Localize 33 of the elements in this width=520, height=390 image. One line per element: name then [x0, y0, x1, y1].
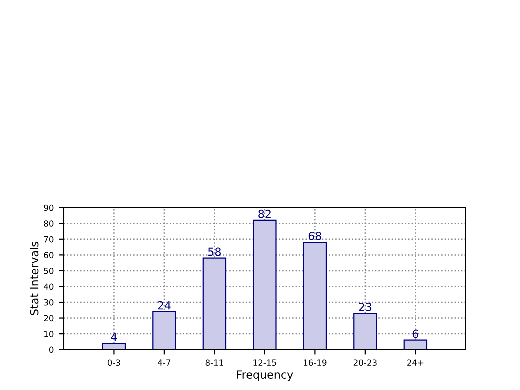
x-tick-label: 16-19 [304, 360, 327, 366]
data-label: 68 [308, 232, 322, 240]
data-label: 24 [158, 301, 171, 310]
bar [404, 340, 428, 350]
bar [253, 220, 277, 350]
data-label: 6 [412, 330, 419, 338]
y-tick-label: 0 [49, 346, 54, 354]
x-tick-label: 20-23 [354, 360, 377, 366]
y-tick-label: 40 [44, 284, 54, 290]
y-tick-label: 60 [44, 252, 54, 258]
x-axis-title: Frequency [237, 370, 294, 382]
bar [102, 342, 126, 350]
y-tick-label: 20 [44, 315, 54, 322]
x-tick-label: 8-11 [206, 360, 224, 366]
bar [152, 311, 176, 350]
x-tick-label: 12-15 [254, 360, 276, 366]
x-tick-label: 24+ [407, 360, 424, 366]
data-label: 4 [111, 333, 118, 342]
y-axis-title: Stat Intervals [30, 242, 39, 316]
y-tick-label: 50 [44, 268, 54, 274]
x-tick-label: 0-3 [108, 360, 120, 366]
data-label: 23 [359, 302, 372, 312]
y-tick-label: 90 [44, 204, 54, 212]
data-label: 58 [208, 248, 222, 256]
y-tick-label: 80 [44, 220, 54, 227]
y-tick-label: 30 [44, 299, 54, 306]
data-label: 82 [258, 210, 271, 218]
y-tick-label: 70 [44, 236, 54, 243]
bar [303, 242, 328, 350]
y-tick-label: 10 [44, 331, 54, 338]
bar [202, 258, 227, 350]
bar [354, 312, 378, 350]
x-tick-label: 4-7 [158, 360, 171, 366]
